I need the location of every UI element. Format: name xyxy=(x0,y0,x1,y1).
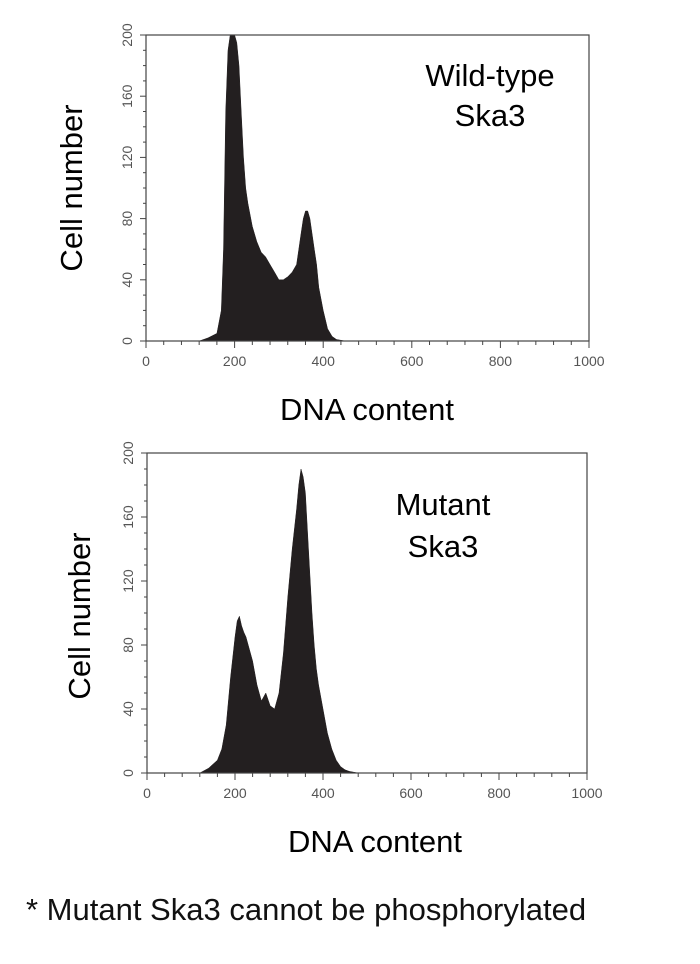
x-tick-label: 800 xyxy=(489,353,513,369)
annotation-label: Ska3 xyxy=(455,98,526,133)
x-tick-label: 600 xyxy=(400,353,424,369)
histogram-panel-wild-type: 0 200 400 600 800 1000 0 40 80 120 160 200 Cell numb… xyxy=(0,0,700,440)
x-tick-label: 1000 xyxy=(573,353,604,369)
y-tick-label: 40 xyxy=(119,272,135,288)
y-axis-label: Cell number xyxy=(62,532,97,699)
y-tick-label: 40 xyxy=(120,701,136,717)
histogram-area xyxy=(147,468,587,774)
chart-svg: 0 200 400 600 800 1000 0 40 80 120 160 200 Cell numb… xyxy=(54,23,605,427)
x-tick-label: 200 xyxy=(223,785,247,801)
annotation-label: Mutant xyxy=(396,487,491,522)
histogram-panel-mutant: 0 200 400 600 800 1000 0 40 80 120 160 200 Cell numb… xyxy=(0,430,700,870)
plot-frame xyxy=(146,452,588,774)
y-tick-label: 120 xyxy=(119,146,135,170)
chart-svg: 0 200 400 600 800 1000 0 40 80 120 160 200 Cell numb… xyxy=(62,441,603,859)
annotation-label: Wild-type xyxy=(425,58,554,93)
histogram-area xyxy=(146,34,589,342)
x-tick-label: 0 xyxy=(142,353,150,369)
x-tick-label: 400 xyxy=(311,785,335,801)
y-tick-label: 0 xyxy=(119,337,135,345)
y-tick-label: 200 xyxy=(119,23,135,47)
y-tick-label: 160 xyxy=(119,84,135,108)
y-tick-label: 80 xyxy=(119,211,135,227)
annotation-label: Ska3 xyxy=(408,529,479,564)
x-tick-label: 600 xyxy=(399,785,423,801)
y-tick-label: 200 xyxy=(120,441,136,465)
x-tick-label: 0 xyxy=(143,785,151,801)
footnote: * Mutant Ska3 cannot be phosphorylated xyxy=(26,892,587,927)
y-tick-label: 160 xyxy=(120,505,136,529)
x-axis-label: DNA content xyxy=(280,392,454,427)
x-tick-label: 800 xyxy=(487,785,511,801)
x-axis-label: DNA content xyxy=(288,824,462,859)
x-tick-label: 1000 xyxy=(571,785,602,801)
y-tick-label: 0 xyxy=(120,769,136,777)
x-tick-label: 200 xyxy=(223,353,247,369)
y-axis-label: Cell number xyxy=(54,104,89,271)
y-tick-label: 80 xyxy=(120,637,136,653)
x-tick-label: 400 xyxy=(312,353,336,369)
y-tick-label: 120 xyxy=(120,569,136,593)
